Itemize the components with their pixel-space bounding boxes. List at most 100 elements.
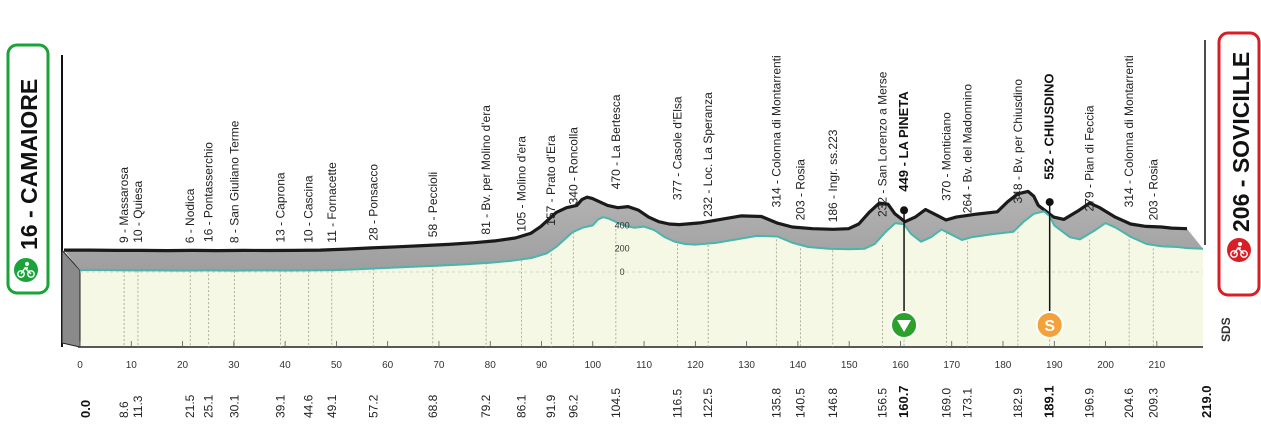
waypoint-km-label-8: 57.2	[366, 394, 380, 418]
waypoint-label-4: 8 - San Giuliano Terme	[227, 120, 241, 243]
waypoint-km-label-18: 140.5	[794, 388, 808, 418]
waypoint-km-label-1: 11.3	[131, 395, 145, 418]
finish-city-label: 206 - SOVICILLE	[1228, 52, 1254, 232]
waypoint-km-label-19: 146.8	[826, 388, 840, 418]
sprint-icon: S	[1044, 318, 1055, 335]
finish-km-label: 219.0	[1199, 385, 1214, 418]
km-tick-label-4: 40	[280, 360, 292, 371]
waypoint-label-6: 10 - Cascina	[302, 175, 316, 243]
waypoint-label-14: 470 - La Bertesca	[609, 94, 623, 189]
marker-dot-1	[1045, 198, 1054, 207]
waypoint-km-label-26: 196.9	[1083, 388, 1097, 418]
km-tick-label-12: 120	[687, 360, 704, 371]
waypoint-km-label-28: 209.3	[1146, 388, 1160, 418]
waypoint-label-8: 28 - Ponsacco	[366, 164, 380, 241]
km-axis-ticks: 0 10 20 30 40 50 60 70 80 90 100 110 120 130 140 150 160…	[77, 360, 1165, 371]
waypoint-km-label-12: 91.9	[544, 394, 558, 418]
waypoint-km-label-17: 135.8	[769, 388, 783, 418]
profile-base-layer	[61, 211, 1203, 348]
start-km-label: 0.0	[78, 400, 93, 418]
km-tick-label-13: 130	[738, 360, 755, 371]
marker-circle-1	[1035, 311, 1064, 339]
bike-icon-finish	[1230, 241, 1248, 258]
waypoint-label-2: 6 - Nodica	[183, 188, 197, 243]
waypoint-km-label-4: 30.1	[227, 394, 241, 418]
waypoint-km-label-23: 173.1	[961, 388, 975, 418]
waypoint-label-21: 449 - LA PINETA	[896, 91, 911, 192]
waypoint-label-3: 16 - Pontasserchio	[202, 142, 216, 242]
waypoint-km-label-2: 21.5	[183, 394, 197, 418]
start-badge: 16 - CAMAIORE	[6, 43, 50, 295]
waypoint-km-label-13: 96.2	[566, 394, 580, 418]
waypoint-label-16: 232 - Loc. La Speranza	[701, 92, 715, 217]
km-tick-label-16: 160	[892, 360, 909, 371]
start-city-label: 16 - CAMAIORE	[16, 79, 42, 250]
waypoint-label-22: 370 - Monticiano	[940, 112, 954, 201]
waypoint-km-label-15: 116.5	[670, 389, 684, 418]
km-tick-label-20: 200	[1097, 360, 1114, 371]
waypoint-label-7: 11 - Fornacette	[325, 162, 339, 243]
finish-badge: 206 - SOVICILLE	[1217, 31, 1261, 297]
waypoint-km-label-5: 39.1	[274, 394, 288, 418]
cyclist-icon-start	[14, 258, 38, 282]
waypoint-label-18: 203 - Rosia	[794, 159, 808, 221]
waypoint-km-label-22: 169.0	[940, 388, 954, 418]
waypoint-km-label-16: 122.5	[701, 388, 715, 418]
waypoint-km-label-3: 25.1	[202, 394, 216, 418]
km-tick-label-9: 90	[536, 360, 548, 371]
km-tick-label-2: 20	[177, 360, 189, 371]
waypoint-label-25: 552 - CHIUSDINO	[1042, 73, 1057, 179]
altitude-tick-label-2: 400	[615, 220, 630, 230]
profile-top-band	[64, 191, 1203, 271]
km-tick-label-7: 70	[433, 360, 445, 371]
waypoint-km-label-27: 204.6	[1122, 388, 1136, 418]
waypoint-km-label-24: 182.9	[1011, 388, 1025, 418]
profile-road-line	[80, 210, 1204, 272]
waypoint-label-10: 81 - Bv. per Molino d'era	[479, 105, 493, 235]
waypoint-label-11: 105 - Molino d'era	[515, 136, 529, 232]
waypoint-km-label-9: 68.8	[426, 394, 440, 418]
km-tick-label-11: 110	[636, 360, 652, 371]
waypoint-label-26: 279 - Pian di Feccia	[1083, 105, 1097, 211]
sds-brand-logo: SDS	[1219, 317, 1233, 342]
altitude-tick-label-1: 200	[615, 244, 630, 254]
waypoint-label-5: 13 - Caprona	[274, 172, 288, 242]
waypoint-km-label-10: 79.2	[479, 394, 493, 418]
waypoint-label-15: 377 - Casole d'Elsa	[670, 96, 684, 200]
waypoint-km-label-0: 8.6	[117, 401, 131, 418]
waypoint-km-label-6: 44.6	[302, 394, 316, 418]
waypoint-label-27: 314 - Colonna di Montarrenti	[1122, 55, 1136, 207]
km-tick-label-1: 10	[126, 360, 138, 371]
km-tick-label-21: 210	[1149, 360, 1166, 371]
waypoint-label-12: 157 - Prato d'Era	[544, 135, 558, 226]
waypoint-km-label-25: 189.1	[1042, 385, 1057, 418]
km-tick-label-17: 170	[943, 360, 960, 371]
km-tick-label-15: 150	[841, 360, 858, 371]
waypoint-km-label-7: 49.1	[325, 394, 339, 418]
km-tick-label-3: 30	[228, 360, 240, 371]
waypoint-label-17: 314 - Colonna di Montarrenti	[769, 55, 783, 207]
marker-dot-0	[900, 206, 909, 215]
waypoint-label-24: 348 - Bv. per Chiusdino	[1011, 79, 1025, 204]
waypoint-label-9: 58 - Peccioli	[426, 172, 440, 237]
cyclist-icon-finish	[1227, 238, 1251, 262]
waypoint-km-labels: 8.6 11.3 21.5 25.1 30.1 39.1 44.6 49.1 57.2 68.8 7…	[117, 385, 1160, 418]
km-tick-label-8: 80	[485, 360, 497, 371]
km-tick-label-5: 50	[331, 360, 343, 371]
km-tick-label-18: 180	[995, 360, 1012, 371]
waypoint-label-23: 264 - Bv. del Madonnino	[961, 84, 975, 214]
sprint-markers: S	[890, 198, 1064, 339]
km-tick-label-14: 140	[790, 360, 807, 371]
place-labels: 9 - Massarosa 10 - Quiesa 6 - Nodica 16 - P…	[117, 55, 1160, 243]
waypoint-label-1: 10 - Quiesa	[131, 180, 145, 242]
waypoint-km-label-20: 156.5	[876, 388, 890, 418]
waypoint-label-13: 340 - Roncolla	[566, 127, 580, 205]
km-tick-label-19: 190	[1046, 360, 1063, 371]
km-tick-label-0: 0	[77, 360, 83, 371]
km-tick-label-6: 60	[382, 360, 394, 371]
profile-layer	[64, 189, 1204, 272]
waypoint-km-label-21: 160.7	[896, 385, 911, 418]
